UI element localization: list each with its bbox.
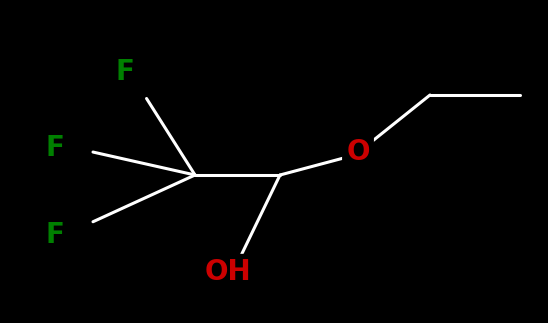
Text: F: F (45, 134, 65, 162)
Text: OH: OH (205, 258, 252, 286)
Text: F: F (116, 58, 134, 86)
Text: F: F (45, 221, 65, 249)
Text: O: O (346, 138, 370, 166)
